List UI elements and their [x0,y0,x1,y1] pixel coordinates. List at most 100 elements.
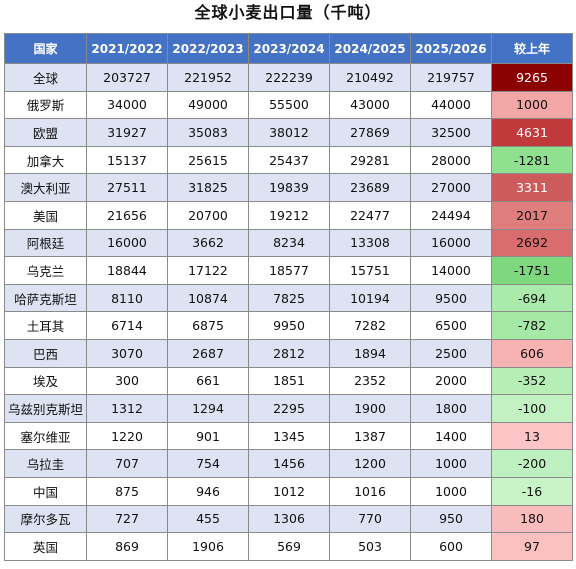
country-cell: 全球 [4,63,87,92]
value-cell: 20700 [167,200,249,230]
header-year: 2024/2025 [329,33,411,64]
change-cell: 1000 [491,90,573,120]
value-cell: 10874 [167,283,249,313]
value-cell: 7825 [248,283,330,313]
table-row: 中国 875 946 1012 1016 1000 -16 [4,476,573,506]
change-cell: 2692 [491,228,573,258]
table-row: 英国 869 1906 569 503 600 97 [4,532,573,561]
table-row: 哈萨克斯坦 8110 10874 7825 10194 9500 -694 [4,283,573,313]
country-cell: 埃及 [4,366,87,396]
country-cell: 英国 [4,532,87,561]
change-cell: -352 [491,366,573,396]
value-cell: 18577 [248,256,330,285]
table-row: 摩尔多瓦 727 455 1306 770 950 180 [4,504,573,534]
country-cell: 土耳其 [4,311,87,340]
value-cell: 1906 [167,532,249,561]
country-cell: 欧盟 [4,118,87,147]
value-cell: 6875 [167,311,249,340]
change-cell: -1751 [491,256,573,285]
country-cell: 哈萨克斯坦 [4,283,87,313]
value-cell: 7282 [329,311,411,340]
value-cell: 1894 [329,338,411,368]
change-cell: -1281 [491,145,573,175]
country-cell: 中国 [4,476,87,506]
value-cell: 8234 [248,228,330,258]
header-row: 国家 2021/2022 2022/2023 2023/2024 2024/20… [4,33,573,64]
value-cell: 10194 [329,283,411,313]
change-cell: -200 [491,449,573,478]
header-change: 较上年 [491,33,573,64]
country-cell: 摩尔多瓦 [4,504,87,534]
change-cell: -100 [491,394,573,423]
table-row: 阿根廷 16000 3662 8234 13308 16000 2692 [4,228,573,258]
change-cell: 9265 [491,63,573,92]
value-cell: 1200 [329,449,411,478]
value-cell: 1016 [329,476,411,506]
value-cell: 901 [167,421,249,451]
value-cell: 6500 [410,311,492,340]
change-cell: -16 [491,476,573,506]
value-cell: 28000 [410,145,492,175]
value-cell: 23689 [329,173,411,202]
value-cell: 770 [329,504,411,534]
value-cell: 1306 [248,504,330,534]
value-cell: 17122 [167,256,249,285]
value-cell: 203727 [86,63,168,92]
value-cell: 22477 [329,200,411,230]
value-cell: 946 [167,476,249,506]
value-cell: 875 [86,476,168,506]
table-row: 乌兹别克斯坦 1312 1294 2295 1900 1800 -100 [4,394,573,423]
value-cell: 31927 [86,118,168,147]
value-cell: 19839 [248,173,330,202]
header-country: 国家 [4,33,87,64]
value-cell: 1851 [248,366,330,396]
country-cell: 阿根廷 [4,228,87,258]
value-cell: 14000 [410,256,492,285]
value-cell: 2000 [410,366,492,396]
country-cell: 加拿大 [4,145,87,175]
value-cell: 569 [248,532,330,561]
value-cell: 221952 [167,63,249,92]
value-cell: 19212 [248,200,330,230]
value-cell: 1900 [329,394,411,423]
table-body: 全球 203727 221952 222239 210492 219757 9265 俄罗斯 3… [4,63,573,561]
table-row: 美国 21656 20700 19212 22477 24494 2017 [4,200,573,230]
country-cell: 乌克兰 [4,256,87,285]
table-row: 加拿大 15137 25615 25437 29281 28000 -1281 [4,145,573,175]
value-cell: 55500 [248,90,330,120]
change-cell: 13 [491,421,573,451]
value-cell: 3070 [86,338,168,368]
value-cell: 1345 [248,421,330,451]
header-year: 2022/2023 [167,33,249,64]
value-cell: 1387 [329,421,411,451]
change-cell: 97 [491,532,573,561]
value-cell: 32500 [410,118,492,147]
value-cell: 1000 [410,449,492,478]
value-cell: 24494 [410,200,492,230]
value-cell: 49000 [167,90,249,120]
value-cell: 34000 [86,90,168,120]
country-cell: 乌拉圭 [4,449,87,478]
change-cell: 3311 [491,173,573,202]
table-row: 乌拉圭 707 754 1456 1200 1000 -200 [4,449,573,478]
value-cell: 219757 [410,63,492,92]
value-cell: 1400 [410,421,492,451]
value-cell: 1800 [410,394,492,423]
change-cell: 4631 [491,118,573,147]
value-cell: 18844 [86,256,168,285]
value-cell: 2812 [248,338,330,368]
value-cell: 13308 [329,228,411,258]
value-cell: 1456 [248,449,330,478]
value-cell: 455 [167,504,249,534]
value-cell: 44000 [410,90,492,120]
change-cell: -694 [491,283,573,313]
value-cell: 1294 [167,394,249,423]
value-cell: 661 [167,366,249,396]
change-cell: 2017 [491,200,573,230]
value-cell: 25615 [167,145,249,175]
wheat-export-table: 国家 2021/2022 2022/2023 2023/2024 2024/20… [4,33,573,561]
value-cell: 2295 [248,394,330,423]
value-cell: 21656 [86,200,168,230]
value-cell: 31825 [167,173,249,202]
table-row: 埃及 300 661 1851 2352 2000 -352 [4,366,573,396]
